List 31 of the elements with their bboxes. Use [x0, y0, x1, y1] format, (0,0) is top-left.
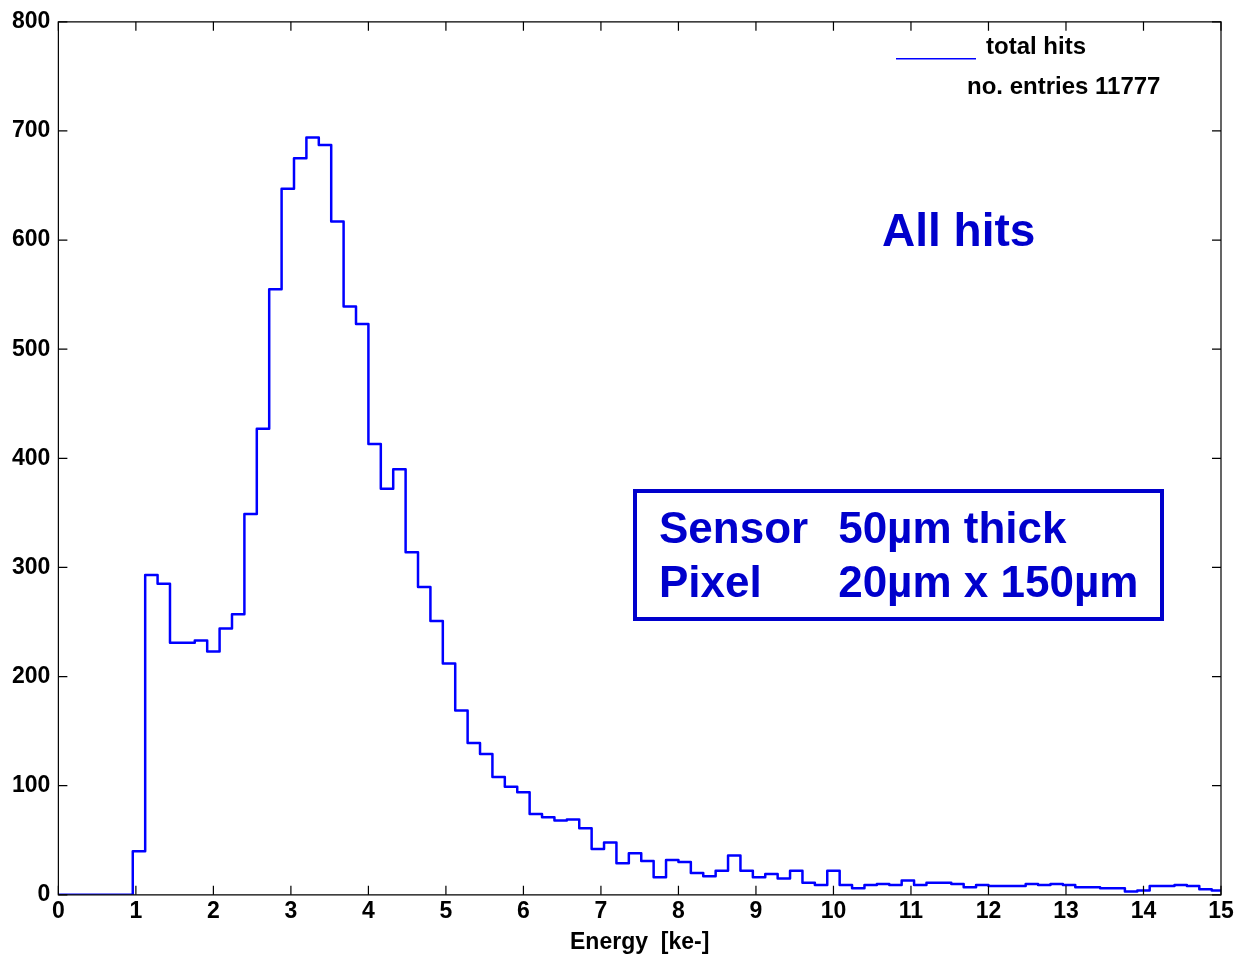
y-tick-label: 600 — [12, 225, 51, 252]
annotation: 20µm x 150µm — [838, 557, 1139, 607]
annotation: Pixel — [659, 557, 763, 607]
x-tick-label: 11 — [898, 896, 924, 923]
x-tick-label: 7 — [594, 896, 608, 923]
annotation: All hits — [882, 203, 1036, 257]
legend-label: total hits — [986, 32, 1086, 60]
x-tick-label: 10 — [820, 896, 847, 923]
annotation: 50µm thick — [838, 503, 1068, 553]
x-tick-label: 14 — [1130, 896, 1157, 923]
x-tick-label: 13 — [1053, 896, 1079, 923]
x-tick-label: 1 — [129, 896, 143, 923]
x-tick-label: 2 — [206, 896, 220, 923]
y-tick-label: 400 — [12, 443, 51, 470]
annotation: Sensor — [659, 503, 809, 553]
x-tick-label: 3 — [284, 896, 298, 923]
x-tick-label: 4 — [362, 896, 376, 923]
x-tick-label: 12 — [975, 896, 1002, 923]
x-tick-label: 9 — [749, 896, 763, 923]
x-tick-label: 6 — [517, 896, 530, 923]
y-tick-label: 200 — [12, 661, 51, 688]
y-tick-label: 800 — [12, 7, 51, 34]
annotation: no. entries 11777 — [967, 72, 1161, 100]
x-axis-title: Energy [ke-] — [570, 927, 710, 954]
y-tick-label: 300 — [12, 552, 51, 579]
x-tick-label: 8 — [672, 896, 686, 923]
x-tick-label: 5 — [439, 896, 453, 923]
y-tick-label: 100 — [12, 771, 51, 798]
y-tick-label: 500 — [12, 334, 51, 361]
x-tick-label: 15 — [1208, 896, 1234, 923]
y-tick-label: 700 — [12, 116, 51, 143]
